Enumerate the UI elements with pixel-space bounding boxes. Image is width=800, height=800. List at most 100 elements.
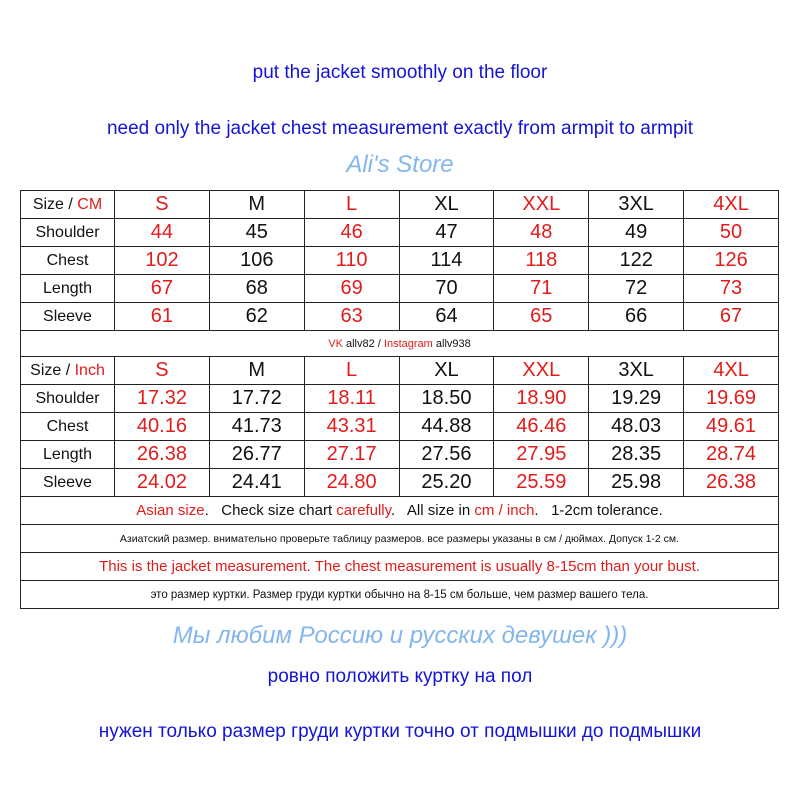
cell-value: 26.38 bbox=[114, 440, 210, 469]
row-label: Length bbox=[20, 274, 115, 303]
table-row: Chest 102 106 110 114 118 122 126 bbox=[20, 246, 779, 275]
cell-value: 48.03 bbox=[588, 412, 685, 441]
instagram-handle: allv938 bbox=[435, 337, 471, 350]
cell-value: 48 bbox=[493, 218, 590, 247]
size-header-XXL: XXL bbox=[493, 190, 590, 219]
cell-value: 62 bbox=[208, 302, 305, 331]
cell-value: 114 bbox=[398, 246, 495, 275]
row-label: Shoulder bbox=[20, 218, 115, 247]
note-part: Asian size bbox=[136, 502, 205, 519]
cell-value: 63 bbox=[303, 302, 400, 331]
table-row: Shoulder 44 45 46 47 48 49 50 bbox=[20, 218, 779, 247]
note-cell: This is the jacket measurement. The ches… bbox=[20, 552, 779, 581]
vk-handle: allv82 bbox=[345, 337, 375, 350]
row-label: Chest bbox=[20, 412, 115, 441]
cell-value: 61 bbox=[114, 302, 210, 331]
cell-value: 17.72 bbox=[208, 384, 305, 413]
size-label: Size bbox=[30, 361, 62, 379]
cell-value: 28.35 bbox=[588, 440, 685, 469]
cell-value: 118 bbox=[493, 246, 590, 275]
footer-line-1: ровно положить куртку на пол bbox=[267, 666, 533, 687]
unit-label: Inch bbox=[74, 361, 105, 379]
note-cell: это размер куртки. Размер груди куртки о… bbox=[20, 580, 779, 609]
social-row: VK allv82 / Instagram allv938 bbox=[20, 330, 779, 357]
size-header-3XL: 3XL bbox=[588, 356, 685, 385]
cell-value: 24.41 bbox=[208, 468, 305, 497]
size-chart-table: Size / CM S M L XL XXL 3XL 4XL Shoulder 44 45 46 47 4… bbox=[20, 190, 779, 609]
cell-value: 18.11 bbox=[303, 384, 400, 413]
table-row: Length 67 68 69 70 71 72 73 bbox=[20, 274, 779, 303]
table-row: Chest 40.16 41.73 43.31 44.88 46.46 48.03 49.61 bbox=[20, 412, 779, 441]
note-part: . 1-2cm tolerance. bbox=[534, 502, 663, 519]
note-cell: Asian size. Check size chart carefully. … bbox=[20, 496, 779, 525]
row-label: Chest bbox=[20, 246, 115, 275]
cell-value: 47 bbox=[398, 218, 495, 247]
cell-value: 70 bbox=[398, 274, 495, 303]
note-jacket-measurement-ru: это размер куртки. Размер груди куртки о… bbox=[20, 580, 779, 609]
cell-value: 64 bbox=[398, 302, 495, 331]
cell-value: 27.95 bbox=[493, 440, 590, 469]
note-part: carefully bbox=[336, 502, 392, 519]
footer-line-2: нужен только размер груди куртки точно о… bbox=[98, 721, 702, 742]
cell-value: 44.88 bbox=[398, 412, 495, 441]
cell-value: 46 bbox=[303, 218, 400, 247]
cell-value: 28.74 bbox=[683, 440, 779, 469]
note-part: . Check size chart bbox=[204, 502, 337, 519]
table-row: Length 26.38 26.77 27.17 27.56 27.95 28.35 28.7… bbox=[20, 440, 779, 469]
cell-value: 43.31 bbox=[303, 412, 400, 441]
size-header-XXL: XXL bbox=[493, 356, 590, 385]
note-asian-size: Asian size. Check size chart carefully. … bbox=[20, 496, 779, 525]
row-label: Sleeve bbox=[20, 468, 115, 497]
size-header-S: S bbox=[114, 356, 210, 385]
cell-value: 110 bbox=[303, 246, 400, 275]
cell-value: 44 bbox=[114, 218, 210, 247]
size-header-S: S bbox=[114, 190, 210, 219]
cell-value: 26.38 bbox=[683, 468, 779, 497]
separator: / bbox=[377, 337, 381, 350]
size-header-M: M bbox=[208, 356, 305, 385]
size-header-3XL: 3XL bbox=[588, 190, 685, 219]
watermark-store: Ali's Store bbox=[346, 151, 454, 178]
table-row: Sleeve 24.02 24.41 24.80 25.20 25.59 25.98 26.3… bbox=[20, 468, 779, 497]
note-jacket-measurement: This is the jacket measurement. The ches… bbox=[20, 552, 779, 581]
watermark-slogan: Мы любим Россию и русских девушек ))) bbox=[172, 622, 628, 649]
cell-value: 27.56 bbox=[398, 440, 495, 469]
cell-value: 24.80 bbox=[303, 468, 400, 497]
cell-value: 71 bbox=[493, 274, 590, 303]
cell-value: 122 bbox=[588, 246, 685, 275]
note-asian-size-ru: Азиатский размер. внимательно проверьте … bbox=[20, 524, 779, 553]
cell-value: 40.16 bbox=[114, 412, 210, 441]
row-label: Sleeve bbox=[20, 302, 115, 331]
cell-value: 19.29 bbox=[588, 384, 685, 413]
cell-value: 106 bbox=[208, 246, 305, 275]
cm-header-row: Size / CM S M L XL XXL 3XL 4XL bbox=[20, 190, 779, 219]
cell-value: 67 bbox=[114, 274, 210, 303]
cell-value: 18.50 bbox=[398, 384, 495, 413]
size-header-4XL: 4XL bbox=[683, 356, 779, 385]
social-cell: VK allv82 / Instagram allv938 bbox=[20, 330, 779, 357]
cell-value: 66 bbox=[588, 302, 685, 331]
vk-label: VK bbox=[328, 337, 343, 350]
table-row: Shoulder 17.32 17.72 18.11 18.50 18.90 19.29 19… bbox=[20, 384, 779, 413]
cell-value: 126 bbox=[683, 246, 779, 275]
row-label: Shoulder bbox=[20, 384, 115, 413]
size-header-M: M bbox=[208, 190, 305, 219]
cell-value: 45 bbox=[208, 218, 305, 247]
cell-value: 67 bbox=[683, 302, 779, 331]
cell-value: 49.61 bbox=[683, 412, 779, 441]
cell-value: 65 bbox=[493, 302, 590, 331]
instagram-label: Instagram bbox=[383, 337, 433, 350]
note-part: . All size in bbox=[391, 502, 475, 519]
size-header-L: L bbox=[303, 190, 400, 219]
inch-size-label: Size / Inch bbox=[20, 356, 115, 385]
cell-value: 68 bbox=[208, 274, 305, 303]
cell-value: 102 bbox=[114, 246, 210, 275]
size-label: Size bbox=[32, 195, 64, 213]
inch-header-row: Size / Inch S M L XL XXL 3XL 4XL bbox=[20, 356, 779, 385]
instruction-line-2: need only the jacket chest measurement e… bbox=[106, 118, 694, 139]
cell-value: 50 bbox=[683, 218, 779, 247]
cm-size-label: Size / CM bbox=[20, 190, 115, 219]
cell-value: 25.20 bbox=[398, 468, 495, 497]
note-part: cm / inch bbox=[474, 502, 535, 519]
instruction-line-1: put the jacket smoothly on the floor bbox=[252, 62, 548, 83]
